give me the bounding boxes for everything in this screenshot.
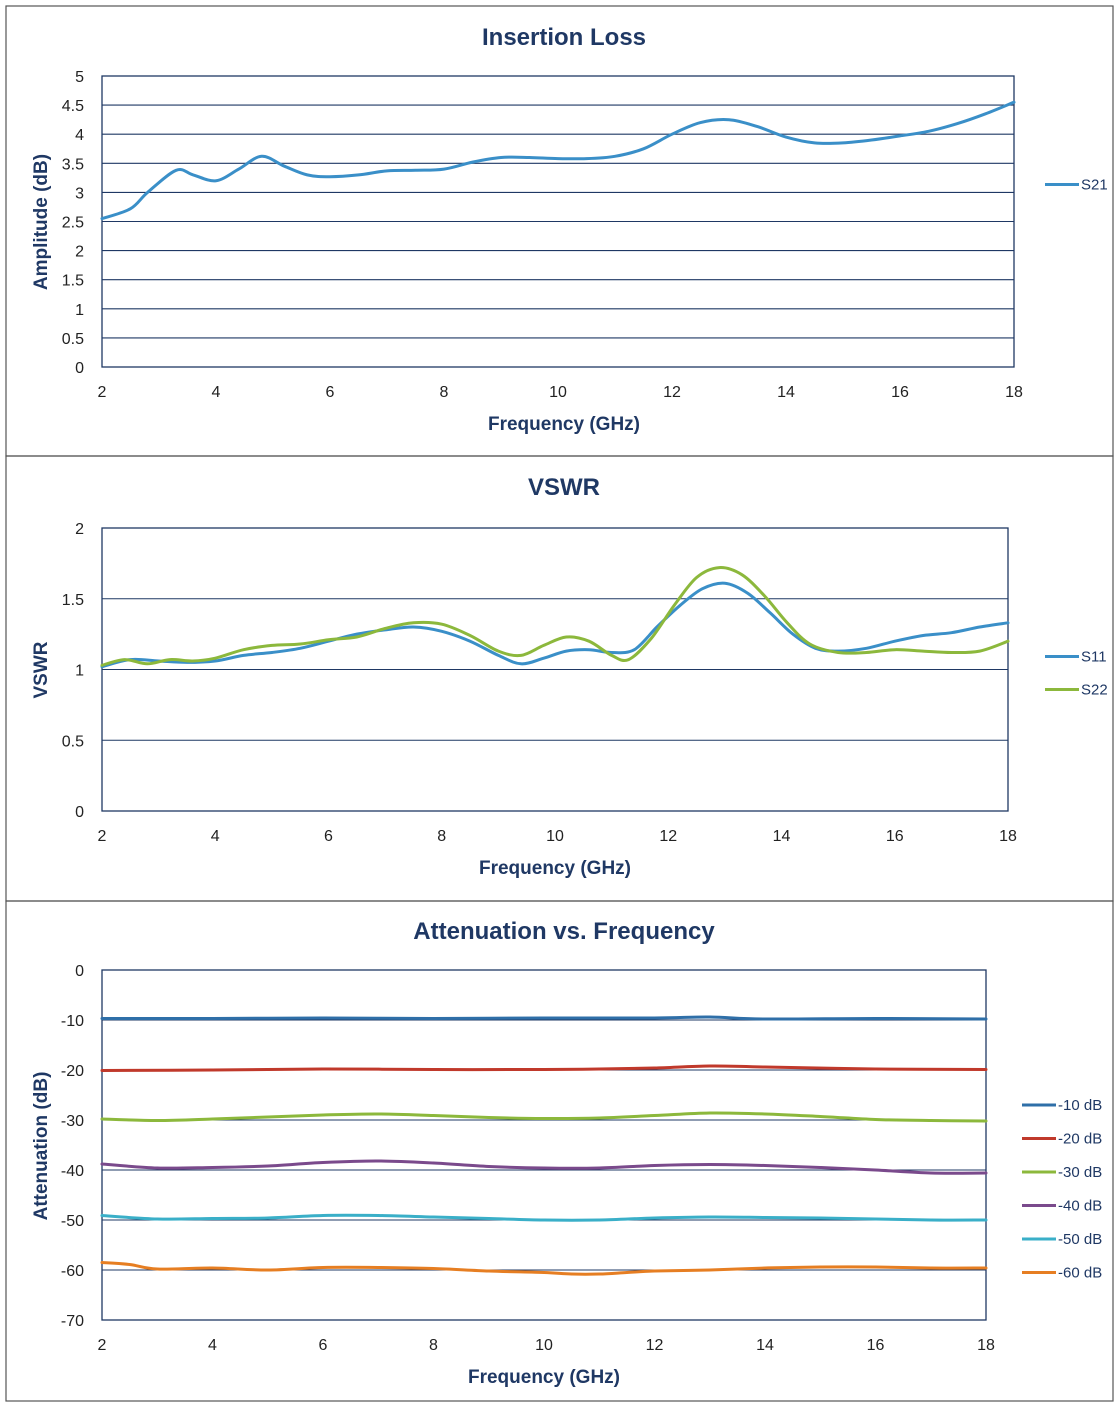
chart-title: Insertion Loss: [482, 24, 646, 51]
x-tick-label: 16: [891, 384, 909, 401]
panel-border: [5, 900, 1114, 1402]
y-tick-label: -40: [61, 1163, 84, 1180]
vswr-chart: VSWR 0 0.5 1 1.5 2 2 4 6 8 10 12 14 16 18 Frequency …: [31, 474, 1108, 879]
y-axis-title: VSWR: [31, 641, 52, 698]
legend-label: -40 dB: [1058, 1198, 1102, 1215]
y-tick-label: 3: [75, 185, 84, 202]
x-tick-label: 10: [535, 1337, 553, 1354]
x-tick-label: 14: [773, 828, 791, 845]
series-line: [100, 1111, 988, 1123]
y-tick-label: 0: [75, 963, 84, 980]
series-line: [100, 1159, 988, 1175]
series-line: [100, 1015, 988, 1021]
x-axis-title: Frequency (GHz): [488, 414, 640, 435]
y-tick-label: -30: [61, 1113, 84, 1130]
y-tick-label: 2: [75, 521, 84, 538]
x-tick-label: 6: [326, 384, 335, 401]
legend-label: -10 dB: [1058, 1097, 1102, 1114]
y-tick-label: 0.5: [62, 331, 84, 348]
x-axis-title: Frequency (GHz): [479, 858, 631, 879]
y-tick-label: 0.5: [62, 733, 84, 750]
chart-title: VSWR: [528, 474, 600, 501]
y-tick-label: 1: [75, 302, 84, 319]
y-tick-label: 4.5: [62, 98, 84, 115]
insertion-loss-chart: Insertion Loss 0 0.5 1 1.5 2 2.5 3 3.5 4 4.5 5 2 4 6…: [31, 24, 1108, 435]
y-tick-label: 2.5: [62, 215, 84, 232]
legend-label: S11: [1081, 649, 1107, 666]
x-axis-title: Frequency (GHz): [468, 1367, 620, 1388]
x-tick-label: 12: [663, 384, 681, 401]
legend-label: -60 dB: [1058, 1265, 1102, 1282]
y-axis-title: Amplitude (dB): [31, 154, 52, 290]
y-tick-label: 0: [75, 804, 84, 821]
x-tick-label: 14: [756, 1337, 774, 1354]
series-line: [100, 581, 1010, 669]
attenuation-chart: Attenuation vs. Frequency -70 -60 -50 -40 -3…: [31, 918, 1102, 1388]
x-tick-label: 16: [886, 828, 904, 845]
x-tick-label: 8: [429, 1337, 438, 1354]
x-tick-label: 18: [999, 828, 1017, 845]
y-tick-label: -20: [61, 1063, 84, 1080]
y-tick-label: 1.5: [62, 592, 84, 609]
y-tick-label: 2: [75, 244, 84, 261]
y-tick-label: -10: [61, 1013, 84, 1030]
series-line: [100, 1213, 988, 1222]
series-line: [100, 100, 1016, 221]
x-tick-label: 2: [98, 384, 107, 401]
x-tick-label: 10: [546, 828, 564, 845]
x-tick-label: 16: [867, 1337, 885, 1354]
y-tick-label: 0: [75, 360, 84, 377]
plot-frame: [101, 75, 1015, 368]
legend-label: S22: [1081, 682, 1108, 699]
x-tick-label: 4: [212, 384, 221, 401]
x-tick-label: 4: [211, 828, 220, 845]
legend-label: -30 dB: [1058, 1164, 1102, 1181]
x-tick-label: 14: [777, 384, 795, 401]
y-tick-label: 1.5: [62, 273, 84, 290]
y-tick-label: -50: [61, 1213, 84, 1230]
x-tick-label: 2: [98, 828, 107, 845]
series-line: [100, 1261, 988, 1276]
y-tick-label: 3.5: [62, 156, 84, 173]
legend-label: -50 dB: [1058, 1231, 1102, 1248]
series-line: [100, 566, 1010, 667]
y-tick-label: 1: [75, 663, 84, 680]
x-tick-label: 12: [646, 1337, 664, 1354]
x-tick-label: 18: [977, 1337, 995, 1354]
legend-label: -20 dB: [1058, 1131, 1102, 1148]
chart-title: Attenuation vs. Frequency: [413, 918, 715, 945]
x-tick-label: 8: [437, 828, 446, 845]
y-tick-label: -70: [61, 1313, 84, 1330]
y-axis-title: Attenuation (dB): [31, 1072, 52, 1221]
plot-frame: [101, 527, 1009, 812]
x-tick-label: 2: [98, 1337, 107, 1354]
x-tick-label: 18: [1005, 384, 1023, 401]
y-tick-label: 4: [75, 127, 84, 144]
series-line: [100, 1064, 988, 1072]
x-tick-label: 10: [549, 384, 567, 401]
legend-label: S21: [1081, 177, 1108, 194]
y-tick-label: -60: [61, 1263, 84, 1280]
y-tick-label: 5: [75, 69, 84, 86]
x-tick-label: 8: [440, 384, 449, 401]
x-tick-label: 6: [319, 1337, 328, 1354]
plot-frame: [101, 969, 987, 1321]
x-tick-label: 4: [208, 1337, 217, 1354]
x-tick-label: 12: [659, 828, 677, 845]
x-tick-label: 6: [324, 828, 333, 845]
